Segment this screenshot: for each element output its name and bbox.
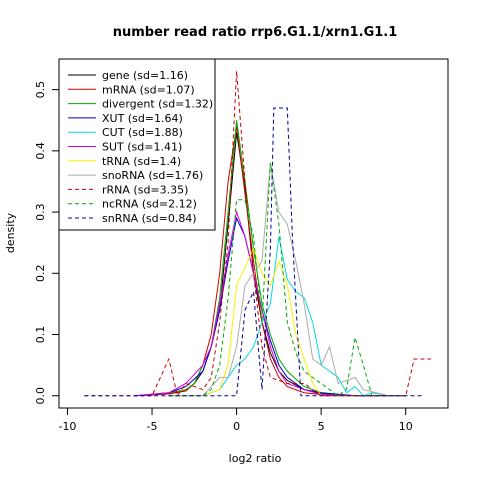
legend-entry: divergent (sd=1.32) — [102, 98, 213, 111]
series-line — [135, 120, 356, 397]
legend-entry: CUT (sd=1.88) — [102, 126, 183, 139]
y-tick-label: 0.5 — [34, 81, 47, 99]
y-axis-label: density — [4, 212, 17, 253]
x-tick-label: 0 — [233, 420, 240, 433]
series-line — [135, 210, 356, 397]
y-axis: 0.0 0.1 0.2 0.3 0.4 0.5 — [34, 81, 60, 405]
series-layer — [84, 71, 432, 398]
series-line — [168, 163, 389, 397]
x-tick-label: 5 — [318, 420, 325, 433]
legend-entry: XUT (sd=1.64) — [102, 112, 183, 125]
legend-box — [58, 58, 216, 231]
y-tick-label: 0.1 — [34, 326, 47, 344]
y-tick-label: 0.4 — [34, 142, 47, 160]
x-axis: -10 -5 0 5 10 — [58, 407, 413, 433]
legend-entry: rRNA (sd=3.35) — [102, 183, 188, 196]
legend: gene (sd=1.16)mRNA (sd=1.07) divergent (s… — [58, 58, 216, 231]
x-tick-label: -10 — [58, 420, 76, 433]
legend-entry: snoRNA (sd=1.76) — [102, 169, 203, 182]
y-tick-label: 0.3 — [34, 203, 47, 221]
y-tick-label: 0.0 — [34, 387, 47, 405]
series-line — [168, 163, 389, 397]
legend-entry: mRNA (sd=1.07) — [102, 83, 195, 96]
x-axis-label: log2 ratio — [229, 452, 282, 465]
x-tick-label: 10 — [399, 420, 413, 433]
series-line — [84, 107, 423, 397]
series-line — [84, 71, 432, 398]
legend-entry: snRNA (sd=0.84) — [102, 212, 197, 225]
series-line — [135, 216, 356, 397]
chart-title: number read ratio rrp6.G1.1/xrn1.G1.1 — [113, 25, 398, 40]
legend-entry: SUT (sd=1.41) — [102, 141, 182, 154]
y-tick-label: 0.2 — [34, 265, 47, 283]
legend-entry: tRNA (sd=1.4) — [102, 155, 181, 168]
legend-entry: ncRNA (sd=2.12) — [102, 198, 197, 211]
x-tick-label: -5 — [147, 420, 158, 433]
legend-entry: gene (sd=1.16) — [102, 69, 188, 82]
